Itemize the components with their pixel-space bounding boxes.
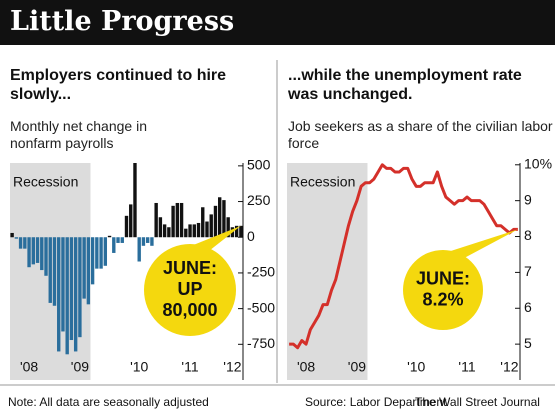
bar: [78, 237, 82, 338]
callout-text: UP: [177, 279, 202, 299]
bar: [226, 217, 230, 238]
bar: [18, 237, 23, 249]
chart-title: ...while the unemployment rate was uncha…: [288, 67, 522, 103]
x-tick-label: '08: [20, 359, 38, 375]
y-tick-label: -250: [247, 264, 275, 280]
bar: [137, 237, 141, 262]
bar: [57, 237, 61, 352]
chart-subtitle: Job seekers as a share of the civilian l…: [288, 118, 553, 151]
bar: [209, 214, 213, 238]
y-tick-label: -500: [247, 299, 275, 315]
bar: [82, 237, 86, 299]
bar: [171, 205, 175, 238]
title: Little Progress: [10, 6, 235, 37]
bar: [48, 237, 52, 303]
bar: [205, 221, 209, 238]
bar: [124, 215, 129, 238]
bar: [52, 237, 57, 306]
x-tick-label: '08: [297, 359, 315, 375]
x-tick-label: '10: [130, 359, 148, 375]
callout-text: JUNE:: [416, 268, 470, 288]
bar: [112, 237, 116, 253]
shade-label: Recession: [290, 174, 355, 190]
bar: [31, 237, 35, 265]
y-tick-label: 500: [247, 157, 271, 173]
x-tick-label: '11: [181, 359, 198, 375]
bar: [95, 237, 99, 269]
y-tick-label: 5: [524, 335, 532, 351]
bar: [129, 204, 133, 238]
y-tick-label: -750: [247, 335, 275, 351]
bar: [40, 237, 44, 271]
y-tick-label: 0: [247, 228, 255, 244]
x-tick-label: '10: [407, 359, 425, 375]
y-tick-label: 10%: [524, 155, 552, 171]
bar: [99, 237, 103, 269]
bar: [218, 197, 222, 238]
credit: The Wall Street Journal: [415, 395, 540, 409]
header: Little Progress: [0, 0, 555, 45]
bar: [234, 225, 239, 238]
bar: [154, 202, 158, 238]
bar: [158, 217, 163, 238]
bar: [145, 237, 150, 243]
bar: [239, 225, 243, 238]
bar: [141, 237, 146, 246]
y-tick-label: 250: [247, 192, 271, 208]
bar: [61, 237, 65, 332]
x-tick-label: '09: [71, 359, 89, 375]
bar: [90, 237, 95, 285]
bar: [184, 228, 188, 238]
bar: [65, 237, 69, 355]
y-tick-label: 7: [524, 263, 532, 279]
callout-text: 80,000: [162, 300, 217, 320]
chart-title: Employers continued to hire slowly...: [10, 67, 227, 103]
bar: [116, 237, 120, 243]
bar: [73, 237, 78, 352]
x-tick-label: '12: [500, 359, 518, 375]
callout-text: JUNE:: [163, 258, 217, 278]
bar: [133, 163, 137, 238]
callout-text: 8.2%: [422, 289, 463, 309]
bar: [86, 237, 91, 305]
y-tick-label: 8: [524, 227, 532, 243]
bar: [162, 224, 167, 238]
bar: [120, 237, 124, 243]
bar: [150, 237, 154, 246]
bar: [201, 207, 205, 238]
bar: [103, 237, 108, 266]
source: Source: Labor Department: [305, 395, 447, 409]
bar: [27, 237, 31, 268]
bar: [44, 237, 48, 276]
bar: [14, 237, 19, 239]
bar: [23, 237, 27, 249]
bar: [35, 237, 40, 263]
x-tick-label: '11: [458, 359, 475, 375]
bar: [179, 202, 184, 238]
line: [289, 163, 518, 350]
shade-label: Recession: [13, 174, 78, 190]
x-tick-label: '12: [223, 359, 241, 375]
callout: [403, 250, 483, 330]
callout: [144, 244, 236, 336]
bar: [222, 200, 226, 238]
bar: [167, 227, 171, 238]
bar: [196, 222, 201, 238]
bar: [175, 202, 180, 238]
bar: [188, 224, 192, 238]
bar: [10, 232, 14, 238]
y-tick-label: 9: [524, 191, 532, 207]
x-tick-label: '09: [348, 359, 366, 375]
bar: [107, 235, 112, 238]
y-tick-label: 6: [524, 299, 532, 315]
chart-subtitle: Monthly net change in nonfarm payrolls: [10, 118, 147, 151]
bar: [192, 224, 196, 238]
bar: [69, 237, 74, 341]
note: Note: All data are seasonally adjusted: [8, 395, 209, 409]
bar: [213, 205, 218, 238]
